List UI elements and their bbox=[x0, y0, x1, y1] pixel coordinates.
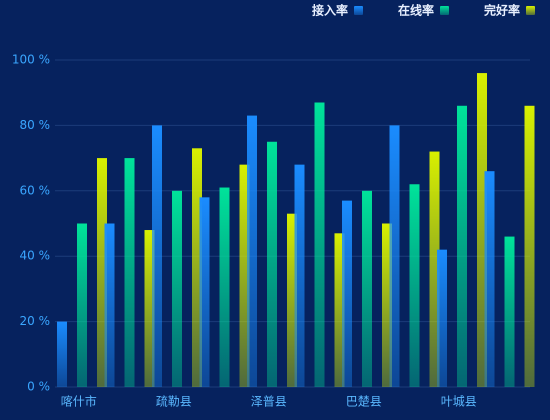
bar bbox=[97, 158, 107, 387]
y-tick-label: 60 % bbox=[20, 183, 51, 197]
bar bbox=[172, 190, 182, 387]
bar bbox=[362, 190, 372, 387]
bar bbox=[382, 223, 392, 387]
bar bbox=[104, 223, 115, 387]
legend-swatch bbox=[354, 6, 363, 15]
bar bbox=[199, 197, 210, 387]
bar bbox=[314, 102, 325, 387]
bar bbox=[77, 223, 87, 387]
bar bbox=[144, 230, 155, 387]
bar bbox=[334, 233, 345, 387]
bar bbox=[267, 141, 277, 387]
y-tick-label: 100 % bbox=[12, 53, 50, 67]
bar bbox=[477, 73, 487, 387]
bar bbox=[484, 171, 495, 387]
bar bbox=[57, 321, 67, 387]
bar bbox=[247, 115, 257, 387]
legend-label: 完好率 bbox=[484, 3, 520, 18]
x-tick-label: 喀什市 bbox=[61, 394, 97, 409]
y-tick-label: 40 % bbox=[20, 249, 51, 263]
bar bbox=[219, 187, 230, 387]
bar bbox=[409, 184, 420, 387]
y-tick-label: 80 % bbox=[20, 118, 51, 132]
bar bbox=[287, 213, 297, 387]
legend-swatch bbox=[526, 6, 535, 15]
x-tick-label: 疏勒县 bbox=[156, 394, 192, 409]
bar bbox=[457, 105, 467, 387]
bar bbox=[152, 125, 162, 388]
bar bbox=[124, 158, 135, 387]
legend-swatch bbox=[440, 6, 449, 15]
y-tick-label: 20 % bbox=[20, 314, 51, 328]
bar bbox=[437, 249, 447, 387]
bar bbox=[389, 125, 400, 388]
bar bbox=[429, 151, 440, 387]
bar bbox=[239, 164, 250, 387]
bar bbox=[294, 164, 305, 387]
x-tick-label: 叶城县 bbox=[441, 395, 477, 409]
y-tick-label: 0 % bbox=[27, 380, 50, 394]
bar bbox=[504, 236, 515, 387]
legend-label: 接入率 bbox=[312, 3, 348, 18]
legend-label: 在线率 bbox=[398, 3, 434, 18]
x-tick-label: 泽普县 bbox=[251, 395, 287, 409]
x-tick-label: 巴楚县 bbox=[346, 395, 382, 409]
bar bbox=[342, 200, 352, 387]
bar bbox=[192, 148, 202, 387]
bar bbox=[524, 105, 535, 387]
